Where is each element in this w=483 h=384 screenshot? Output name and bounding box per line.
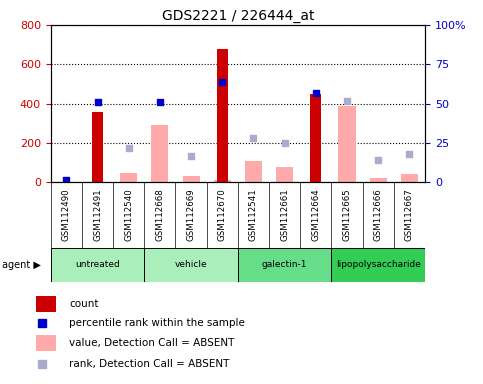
Bar	[331, 248, 425, 282]
Text: GSM112670: GSM112670	[218, 189, 227, 242]
Point	[125, 145, 132, 151]
Bar	[339, 106, 355, 182]
Bar	[213, 180, 231, 182]
Text: GSM112490: GSM112490	[62, 189, 71, 242]
Text: GSM112668: GSM112668	[156, 189, 164, 242]
Text: GSM112491: GSM112491	[93, 189, 102, 242]
Point	[94, 99, 101, 105]
Text: untreated: untreated	[75, 260, 120, 270]
Bar	[92, 111, 103, 182]
Bar	[144, 248, 238, 282]
Text: lipopolysaccharide: lipopolysaccharide	[336, 260, 421, 270]
Bar	[36, 296, 56, 312]
Point	[312, 90, 320, 96]
Point	[218, 79, 226, 85]
Bar	[276, 167, 293, 182]
Point	[406, 151, 413, 157]
Point	[374, 157, 382, 163]
Text: GSM112669: GSM112669	[186, 189, 196, 242]
Point	[62, 177, 70, 184]
Text: rank, Detection Call = ABSENT: rank, Detection Call = ABSENT	[69, 359, 229, 369]
Bar	[311, 94, 321, 182]
Text: GSM112666: GSM112666	[374, 189, 383, 242]
Bar	[217, 48, 228, 182]
Title: GDS2221 / 226444_at: GDS2221 / 226444_at	[162, 8, 314, 23]
Point	[250, 135, 257, 141]
Bar	[245, 161, 262, 182]
Text: value, Detection Call = ABSENT: value, Detection Call = ABSENT	[69, 338, 234, 348]
Text: agent ▶: agent ▶	[2, 260, 41, 270]
Text: vehicle: vehicle	[175, 260, 207, 270]
Bar	[151, 125, 169, 182]
Point	[281, 140, 288, 146]
Bar	[369, 179, 387, 182]
Text: percentile rank within the sample: percentile rank within the sample	[69, 318, 245, 328]
Text: count: count	[69, 299, 99, 309]
Point	[187, 153, 195, 159]
Text: GSM112541: GSM112541	[249, 189, 258, 242]
Bar	[238, 248, 331, 282]
Text: GSM112540: GSM112540	[124, 189, 133, 242]
Point	[343, 98, 351, 104]
Bar	[51, 248, 144, 282]
Text: GSM112665: GSM112665	[342, 189, 352, 242]
Bar	[120, 172, 137, 182]
Bar	[36, 335, 56, 351]
Bar	[183, 177, 199, 182]
Bar	[401, 174, 418, 182]
Point	[156, 99, 164, 105]
Text: GSM112661: GSM112661	[280, 189, 289, 242]
Text: GSM112664: GSM112664	[312, 189, 320, 242]
Text: GSM112667: GSM112667	[405, 189, 414, 242]
Text: galectin-1: galectin-1	[262, 260, 307, 270]
